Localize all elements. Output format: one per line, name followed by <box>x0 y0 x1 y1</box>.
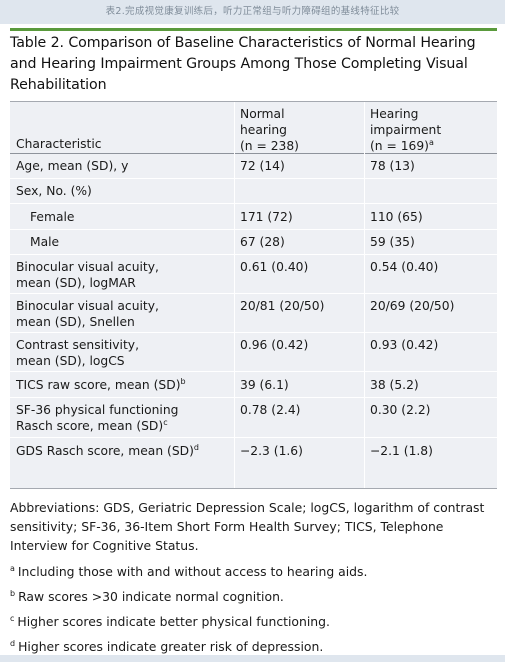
row-label: Binocular visual acuity, mean (SD), Snel… <box>16 299 159 329</box>
row-label: Male <box>30 235 60 249</box>
table-row: Binocular visual acuity, mean (SD), logM… <box>10 255 497 294</box>
header-hearing-impairment: Hearing impairment (n = 169)a <box>370 106 441 154</box>
image-caption: 表2.完成视觉康复训练后，听力正常组与听力障碍组的基线特征比较 <box>105 6 400 17</box>
table-row: Contrast sensitivity, mean (SD), logCS 0… <box>10 333 497 372</box>
table-notes: Abbreviations: GDS, Geriatric Depression… <box>10 498 500 662</box>
table-row: Sex, No. (%) <box>10 179 497 204</box>
footnote-b: b Raw scores >30 indicate normal cognitio… <box>10 587 500 606</box>
footnote-text: Higher scores indicate greater risk of d… <box>18 639 324 654</box>
table-row: Male 67 (28) 59 (35) <box>10 230 497 255</box>
column-divider <box>364 102 365 488</box>
row-impairment-value: 59 (35) <box>370 235 415 249</box>
table-row: TICS raw score, mean (SD)b 39 (6.1) 38 (… <box>10 372 497 398</box>
row-label: Sex, No. (%) <box>16 184 92 198</box>
row-normal-value: 171 (72) <box>240 210 293 224</box>
row-label: Binocular visual acuity, mean (SD), logM… <box>16 260 159 290</box>
table-row: SF-36 physical functioning Rasch score, … <box>10 398 497 438</box>
table-row: Female 171 (72) 110 (65) <box>10 204 497 230</box>
abbreviations-note: Abbreviations: GDS, Geriatric Depression… <box>10 500 485 553</box>
header-normal-hearing: Normal hearing (n = 238) <box>240 107 299 153</box>
document-page: Table 2. Comparison of Baseline Characte… <box>0 24 505 655</box>
row-normal-value: 39 (6.1) <box>240 378 289 392</box>
row-normal-value: 0.61 (0.40) <box>240 260 309 274</box>
row-footnote-mark: b <box>180 376 186 386</box>
row-footnote-mark: d <box>193 442 199 452</box>
row-impairment-value: 0.93 (0.42) <box>370 338 439 352</box>
characteristics-table: Characteristic Normal hearing (n = 238) … <box>10 101 497 489</box>
row-impairment-value: 20/69 (20/50) <box>370 299 455 313</box>
row-label-text: GDS Rasch score, mean (SD) <box>16 444 194 458</box>
title-rule <box>10 28 497 31</box>
row-label: TICS raw score, mean (SD)b <box>16 377 186 393</box>
footnote-text: Raw scores >30 indicate normal cognition… <box>18 589 284 604</box>
row-label: SF-36 physical functioning Rasch score, … <box>16 402 178 434</box>
row-normal-value: 0.78 (2.4) <box>240 403 301 417</box>
column-divider <box>234 102 235 488</box>
row-impairment-value: 0.54 (0.40) <box>370 260 439 274</box>
row-normal-value: 0.96 (0.42) <box>240 338 309 352</box>
row-label-text: SF-36 physical functioning Rasch score, … <box>16 403 179 433</box>
footnote-mark: c <box>10 613 15 623</box>
table-row: GDS Rasch score, mean (SD)d −2.3 (1.6) −… <box>10 438 497 488</box>
row-normal-value: 20/81 (20/50) <box>240 299 325 313</box>
row-label: GDS Rasch score, mean (SD)d <box>16 443 199 459</box>
table-row: Age, mean (SD), y 72 (14) 78 (13) <box>10 154 497 179</box>
footnote-text: Including those with and without access … <box>17 564 368 579</box>
row-impairment-value: 78 (13) <box>370 159 415 173</box>
row-impairment-value: −2.1 (1.8) <box>370 444 433 458</box>
footnote-a: a Including those with and without access… <box>10 562 500 581</box>
footnote-mark: a <box>10 563 15 573</box>
row-impairment-value: 110 (65) <box>370 210 423 224</box>
table-row: Binocular visual acuity, mean (SD), Snel… <box>10 294 497 333</box>
row-impairment-value: 0.30 (2.2) <box>370 403 431 417</box>
table-header-row: Characteristic Normal hearing (n = 238) … <box>10 102 497 154</box>
row-label: Age, mean (SD), y <box>16 159 129 173</box>
header-hearing-impairment-text: Hearing impairment (n = 169) <box>370 107 442 153</box>
row-impairment-value: 38 (5.2) <box>370 378 419 392</box>
row-label: Contrast sensitivity, mean (SD), logCS <box>16 338 139 368</box>
row-normal-value: −2.3 (1.6) <box>240 444 303 458</box>
table-title: Table 2. Comparison of Baseline Characte… <box>10 35 476 93</box>
header-footnote-mark: a <box>428 137 434 147</box>
footnote-text: Higher scores indicate better physical f… <box>17 614 330 629</box>
row-footnote-mark: c <box>163 417 168 427</box>
row-normal-value: 72 (14) <box>240 159 285 173</box>
footnote-d: d Higher scores indicate greater risk of … <box>10 637 500 656</box>
row-label-text: TICS raw score, mean (SD) <box>16 378 181 392</box>
header-characteristic: Characteristic <box>16 137 102 151</box>
footnote-c: c Higher scores indicate better physical … <box>10 612 500 631</box>
footnote-mark: d <box>10 638 16 648</box>
footnote-mark: b <box>10 588 16 598</box>
row-normal-value: 67 (28) <box>240 235 285 249</box>
row-label: Female <box>30 210 75 224</box>
